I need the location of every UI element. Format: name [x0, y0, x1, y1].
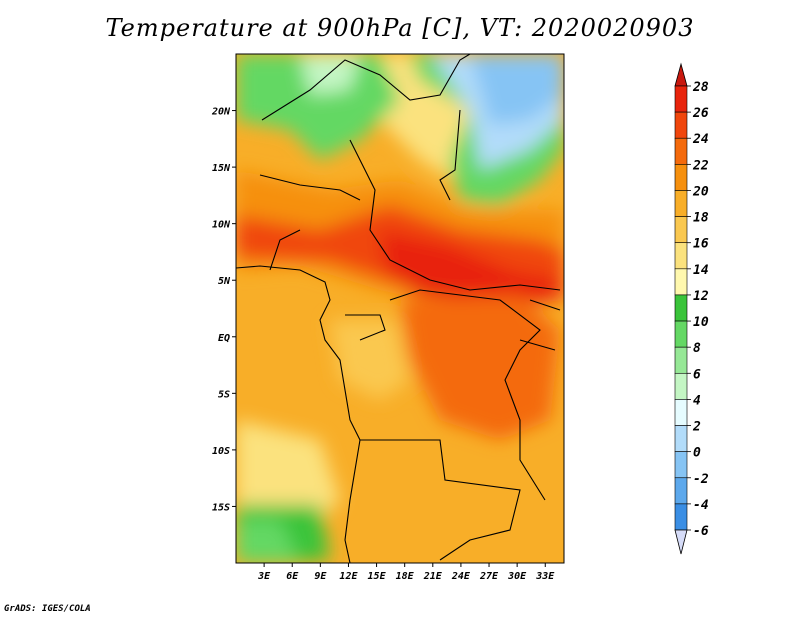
lon-tick-label: 24E [451, 571, 471, 582]
colorbar-segment [674, 164, 688, 191]
colorbar-segment [674, 503, 688, 531]
lat-tick-label: 15S [212, 502, 230, 513]
lon-tick-label: 33E [535, 571, 555, 582]
colorbar-segment [674, 294, 688, 322]
latitude-axis: 20N 15N 10N 5N EQ 5S 10S 15S [211, 107, 236, 513]
lon-tick-label: 3E [257, 571, 271, 582]
colorbar-segment [674, 111, 688, 139]
colorbar-label: 26 [692, 106, 709, 121]
map-frame [235, 53, 565, 564]
grads-credit: GrADS: IGES/COLA [4, 604, 91, 614]
colorbar-label: 2 [692, 420, 701, 435]
colorbar-segment [674, 451, 688, 479]
colorbar-label: 22 [692, 158, 709, 173]
colorbar-label: 4 [693, 393, 701, 408]
lat-tick-label: 20N [211, 107, 231, 118]
colorbar-label: 0 [693, 446, 701, 461]
colorbar-label: 12 [693, 289, 709, 304]
colorbar-segment [674, 268, 688, 296]
colorbar-segment [674, 137, 688, 165]
lon-tick-label: 27E [479, 571, 499, 582]
lon-tick-label: 6E [286, 571, 299, 582]
colorbar-segment [674, 372, 688, 400]
lon-tick-label: 21E [423, 571, 443, 582]
map-title: Temperature at 900hPa [C], VT: 202002090… [105, 14, 695, 42]
colorbar-label: -4 [693, 498, 709, 513]
lon-tick-label: 9E [314, 571, 327, 582]
colorbar-label: 20 [692, 184, 709, 199]
colorbar-label: 28 [692, 80, 709, 95]
lon-tick-label: 12E [339, 571, 358, 582]
colorbar-segment [674, 242, 688, 270]
colorbar-segment [674, 477, 688, 505]
lat-tick-label: 15N [212, 163, 231, 174]
country-borders [236, 54, 561, 563]
colorbar-under-triangle [674, 529, 688, 555]
colorbar-label: -2 [693, 472, 709, 487]
lat-tick-label: 5N [218, 276, 231, 287]
colorbar-over-triangle [674, 62, 688, 87]
colorbar-label: -6 [693, 524, 709, 539]
longitude-axis: 3E 6E 9E 12E 15E 18E 21E 24E 27E 30E 33E [257, 563, 555, 582]
temperature-field [236, 54, 564, 563]
colorbar-segment [674, 85, 688, 113]
lat-tick-label: 10S [212, 446, 230, 457]
lat-tick-label: EQ [218, 333, 230, 344]
lon-tick-label: 18E [396, 571, 415, 582]
colorbar-label: 8 [693, 341, 701, 356]
colorbar-segment [674, 320, 688, 348]
lon-tick-label: 30E [507, 571, 527, 582]
colorbar-label: 14 [693, 263, 709, 278]
colorbar-segment [674, 346, 688, 374]
lon-tick-label: 15E [368, 571, 387, 582]
colorbar-segment [674, 216, 688, 244]
colorbar-label: 18 [693, 211, 709, 226]
colorbar-segment [674, 399, 688, 426]
colorbar-label: 6 [693, 367, 701, 382]
colorbar-segment [674, 425, 688, 452]
lat-tick-label: 10N [212, 220, 231, 231]
lat-tick-label: 5S [218, 389, 230, 400]
colorbar-label: 24 [692, 132, 709, 147]
colorbar-segment [674, 190, 688, 217]
colorbar-label: 16 [693, 237, 709, 252]
colorbar-label: 10 [693, 315, 709, 330]
